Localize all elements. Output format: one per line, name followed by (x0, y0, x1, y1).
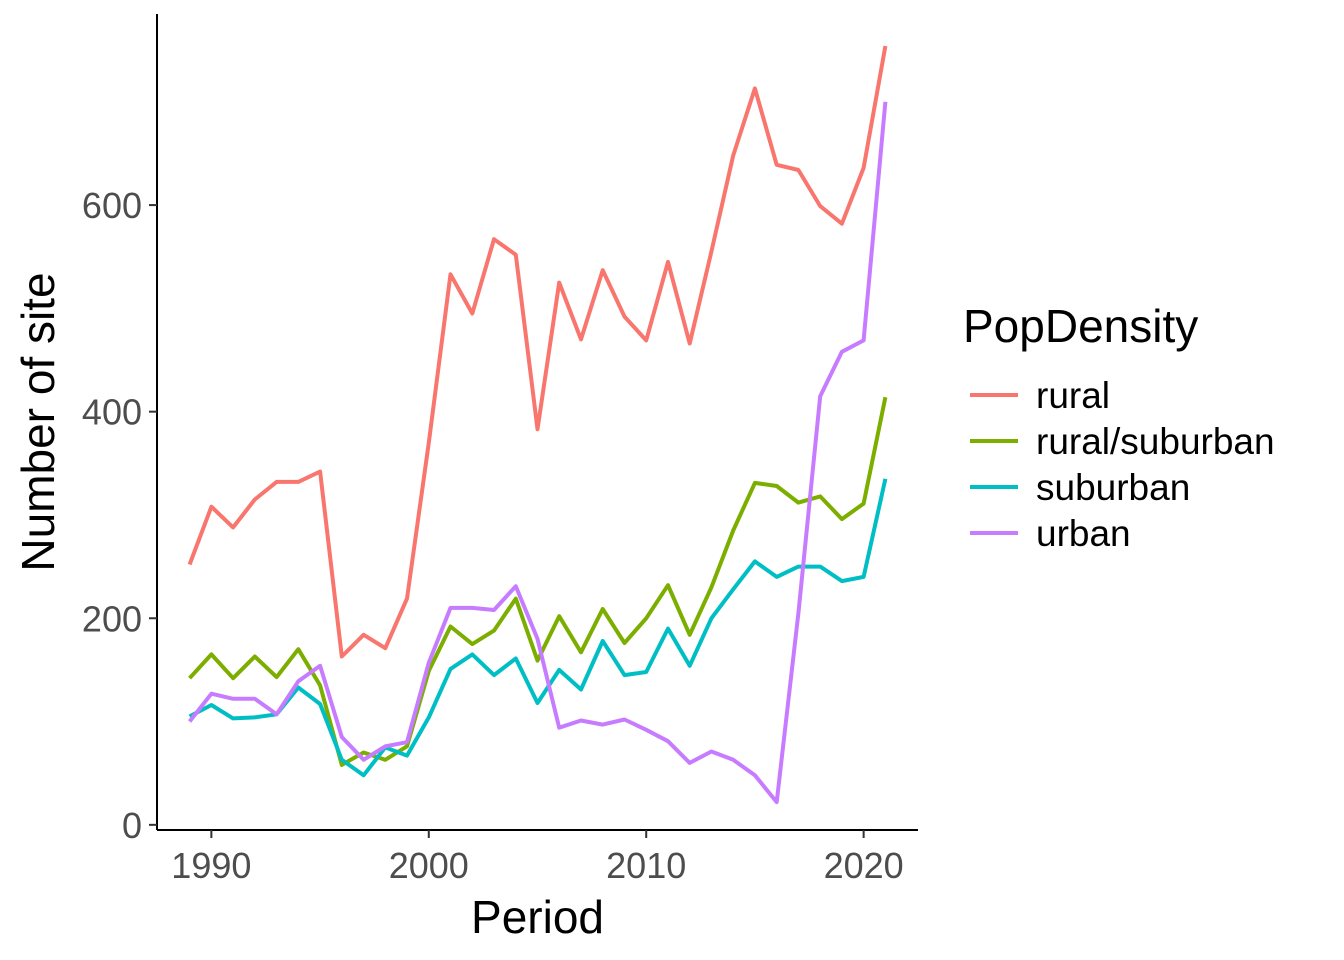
x-axis-title: Period (471, 891, 604, 943)
x-tick-label: 1990 (171, 845, 251, 886)
plot-area (187, 45, 888, 805)
x-axis-ticks: 1990 2000 2010 2020 (171, 830, 904, 886)
x-tick-label: 2010 (606, 845, 686, 886)
legend-label: suburban (1036, 467, 1190, 508)
legend-label: rural/suburban (1036, 421, 1275, 462)
y-tick-label: 0 (122, 805, 142, 846)
legend: PopDensity rural rural/suburban suburban ur… (963, 300, 1275, 554)
series-line-urban (188, 101, 888, 805)
series-line-suburban (188, 478, 888, 778)
x-tick-label: 2020 (824, 845, 904, 886)
series-line-rural (187, 45, 888, 659)
legend-title: PopDensity (963, 300, 1198, 352)
legend-label: urban (1036, 513, 1131, 554)
y-axis-title: Number of site (12, 272, 64, 571)
y-tick-label: 200 (82, 598, 142, 639)
series-line-rural-suburban (188, 396, 888, 767)
y-tick-label: 400 (82, 392, 142, 433)
x-tick-label: 2000 (389, 845, 469, 886)
y-tick-label: 600 (82, 185, 142, 226)
y-axis-ticks: 0 200 400 600 (82, 185, 157, 846)
legend-label: rural (1036, 375, 1110, 416)
